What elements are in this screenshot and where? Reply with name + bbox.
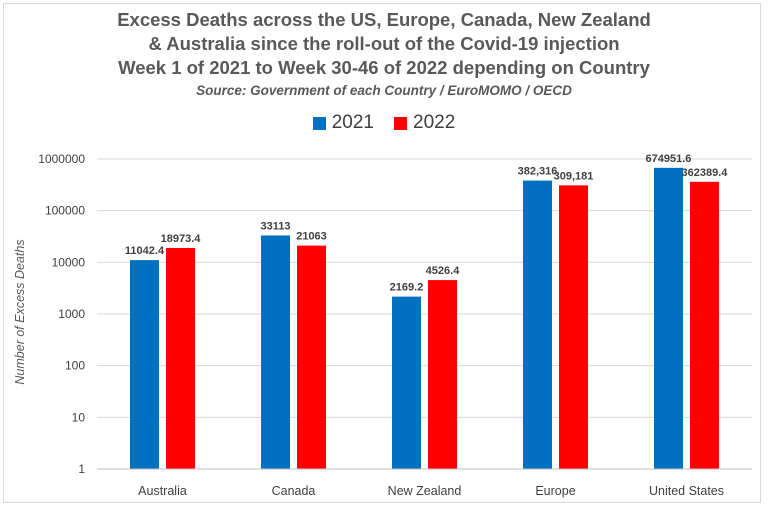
legend-label-2021: 2021: [331, 112, 374, 133]
x-category-label: United States: [649, 484, 724, 498]
bar-2022: [166, 247, 195, 469]
legend-item-2021: 2021: [312, 112, 374, 134]
bar-2021: [392, 296, 421, 469]
bar-2021: [130, 260, 159, 469]
bar-2022: [690, 181, 719, 469]
bar-2021: [523, 180, 552, 470]
legend-swatch-2022: [394, 116, 407, 130]
y-tick-label: 100: [65, 359, 85, 373]
y-tick-label: 1000: [58, 307, 85, 321]
y-tick-label: 1: [78, 462, 85, 476]
data-label-2022: 21063: [296, 231, 327, 243]
data-label-2021: 11042.4: [125, 245, 165, 257]
legend-item-2022: 2022: [394, 112, 455, 134]
bar-2022: [297, 245, 326, 469]
data-label-2021: 2169.2: [390, 282, 424, 294]
chart-title-line-1: Excess Deaths across the US, Europe, Can…: [117, 9, 651, 30]
chart-subtitle: Source: Government of each Country / Eur…: [196, 83, 572, 98]
legend-swatch-2021: [312, 116, 326, 130]
data-label-2021: 674951.6: [646, 153, 692, 165]
x-category-label: Europe: [535, 484, 575, 498]
chart-title-line-3: Week 1 of 2021 to Week 30-46 of 2022 dep…: [118, 57, 650, 78]
bar-2021: [261, 235, 290, 469]
data-label-2022: 4526.4: [426, 265, 461, 277]
x-category-label: Canada: [272, 484, 316, 498]
data-label-2022: 309,181: [554, 170, 594, 182]
chart-title-line-2: & Australia since the roll-out of the Co…: [148, 33, 620, 54]
y-tick-label: 10000: [52, 255, 86, 269]
data-label-2021: 33113: [261, 220, 291, 232]
bar-2022: [559, 185, 588, 470]
legend: 2021 2022: [0, 112, 768, 134]
chart-frame: [3, 3, 761, 503]
legend-label-2022: 2022: [413, 112, 456, 133]
bar-2022: [428, 280, 457, 469]
y-tick-label: 1000000: [38, 152, 85, 166]
y-tick-label: 100000: [45, 204, 85, 218]
data-label-2021: 382,316: [518, 166, 558, 178]
x-category-label: New Zealand: [388, 484, 462, 498]
y-tick-label: 10: [72, 410, 86, 424]
data-label-2022: 362389.4: [682, 167, 729, 179]
x-category-label: Australia: [138, 484, 187, 498]
bar-2021: [654, 167, 683, 469]
data-label-2022: 18973.4: [161, 233, 202, 245]
